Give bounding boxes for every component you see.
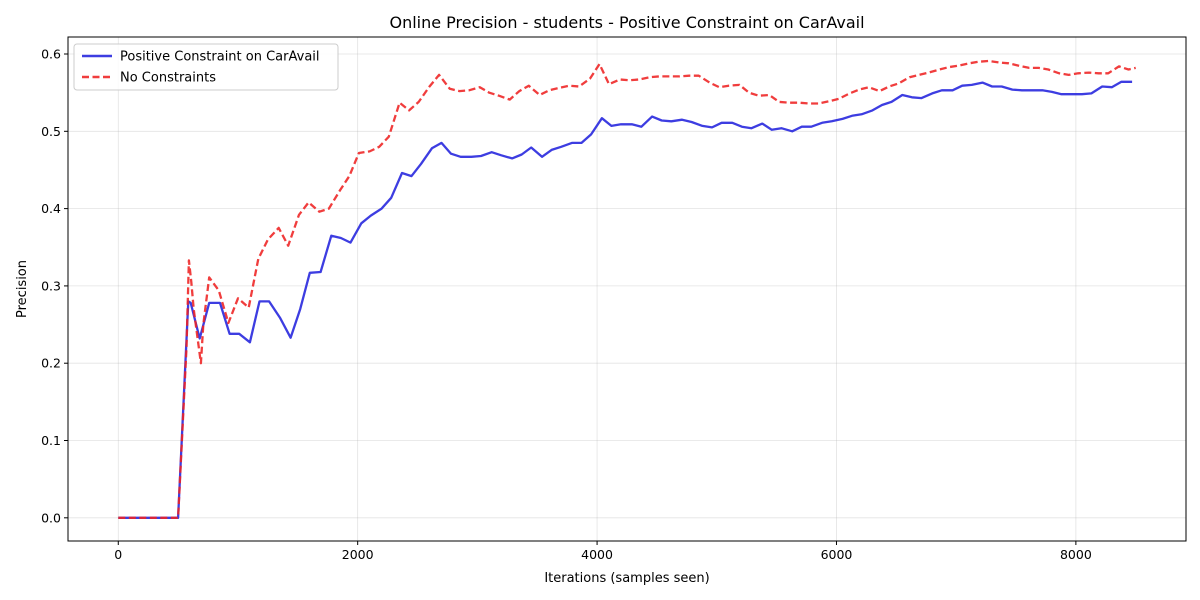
legend-label-positive-constraint: Positive Constraint on CarAvail [120,50,320,65]
chart-title: Online Precision - students - Positive C… [389,13,864,32]
y-tick-label: 0.1 [41,433,61,448]
y-axis-label: Precision [15,260,30,318]
y-tick-label: 0.4 [41,201,61,216]
x-tick-label: 4000 [581,547,613,562]
x-tick-label: 6000 [821,547,853,562]
legend-label-no-constraints: No Constraints [120,71,216,86]
series-line-no-constraints [118,59,1136,519]
grid [68,37,1186,541]
axis-ticks: 0 2000 4000 6000 8000 0.0 0.1 0.2 0.3 0.4 0.5 0.6 [41,47,1092,562]
y-tick-label: 0.6 [41,47,61,62]
plot-frame [67,36,1187,542]
legend-box [73,43,339,91]
y-tick-label: 0.2 [41,356,61,371]
y-tick-label: 0.5 [41,124,61,139]
x-axis-label: Iterations (samples seen) [544,571,709,586]
y-tick-label: 0.0 [41,510,61,525]
legend: Positive Constraint on CarAvail No Const… [73,43,339,91]
x-tick-label: 8000 [1060,547,1092,562]
y-tick-label: 0.3 [41,278,61,293]
series-line-positive-constraint [118,80,1133,519]
x-tick-label: 0 [114,547,122,562]
series-layer [118,59,1136,519]
x-tick-label: 2000 [342,547,374,562]
